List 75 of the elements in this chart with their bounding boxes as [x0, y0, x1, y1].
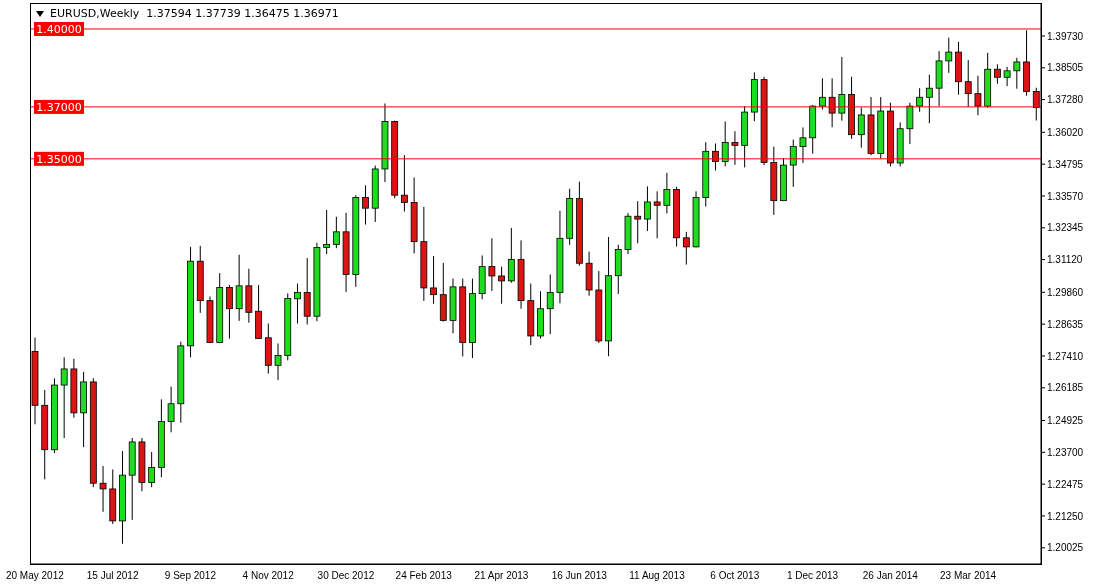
- candlestick: [488, 237, 496, 292]
- y-tick-label: 1.22475: [1047, 478, 1084, 490]
- candlestick: [99, 465, 107, 513]
- y-tick-label: 1.37280: [1047, 94, 1084, 106]
- y-tick-label: 1.26185: [1047, 382, 1084, 394]
- x-tick-label: 20 May 2012: [5, 570, 65, 582]
- candlestick: [916, 87, 924, 113]
- candlestick: [857, 106, 865, 149]
- chart-title: EURUSD,Weekly 1.37594 1.37739 1.36475 1.36971: [50, 7, 339, 20]
- y-tick-label: 1.39730: [1047, 30, 1084, 42]
- x-tick-label: 23 Mar 2014: [940, 570, 997, 582]
- candlestick: [507, 227, 515, 284]
- candlestick: [731, 130, 739, 166]
- candlestick: [819, 77, 826, 110]
- y-tick-label: 1.20025: [1047, 542, 1084, 554]
- candlestick: [925, 74, 933, 124]
- candlestick: [906, 102, 914, 145]
- x-tick-label: 11 Aug 2013: [629, 570, 686, 582]
- candlestick: [60, 356, 68, 439]
- candlestick: [644, 185, 651, 232]
- candlestick: [799, 126, 807, 164]
- candlestick: [430, 255, 437, 305]
- candlestick: [682, 231, 690, 266]
- candlestick: [294, 283, 301, 324]
- x-tick-label: 9 Sep 2012: [164, 570, 217, 582]
- candlestick: [721, 120, 729, 167]
- x-tick-label: 6 Oct 2013: [710, 570, 760, 582]
- candlestick: [653, 190, 661, 239]
- candlestick: [167, 386, 175, 433]
- candlestick: [148, 451, 156, 488]
- x-tick-label: 30 Dec 2012: [317, 570, 375, 582]
- y-tick-label: 1.34795: [1047, 158, 1084, 170]
- x-tick-label: 1 Dec 2013: [786, 570, 839, 582]
- candlestick: [498, 266, 506, 305]
- y-tick-label: 1.24925: [1047, 415, 1084, 427]
- candlestick: [401, 154, 408, 213]
- x-tick-label: 26 Jan 2014: [862, 570, 919, 582]
- candlestick: [323, 209, 331, 255]
- candlestick: [993, 63, 1001, 85]
- x-tick-label: 21 Apr 2013: [474, 570, 529, 582]
- candlestick: [838, 56, 846, 122]
- candlestick: [974, 75, 982, 116]
- candlestick: [303, 257, 311, 326]
- ref-line-label: 1.35000: [36, 152, 82, 166]
- candlestick: [828, 77, 836, 128]
- ref-line-label: 1.37000: [36, 100, 82, 114]
- candlestick: [964, 59, 972, 108]
- x-tick-label: 15 Jul 2012: [86, 570, 139, 582]
- x-tick-label: 4 Nov 2012: [242, 570, 295, 582]
- candlestick: [1003, 66, 1011, 87]
- candlestick: [546, 273, 554, 335]
- y-tick-label: 1.33570: [1047, 190, 1084, 202]
- y-tick-label: 1.38505: [1047, 62, 1084, 74]
- y-tick-label: 1.23700: [1047, 446, 1084, 458]
- ref-line-label: 1.40000: [36, 22, 82, 36]
- candlestick: [945, 37, 953, 74]
- y-tick-label: 1.29860: [1047, 286, 1084, 298]
- candlestick: [332, 216, 340, 249]
- x-tick-label: 24 Feb 2013: [395, 570, 453, 582]
- y-tick-label: 1.32345: [1047, 222, 1084, 234]
- y-tick-label: 1.27410: [1047, 350, 1084, 362]
- y-tick-label: 1.21250: [1047, 510, 1084, 522]
- y-tick-label: 1.28635: [1047, 318, 1084, 330]
- candlestick: [235, 254, 243, 322]
- x-tick-label: 16 Jun 2013: [551, 570, 608, 582]
- candlestick: [226, 284, 233, 340]
- y-tick-label: 1.36020: [1047, 126, 1084, 138]
- candlestick: [663, 172, 671, 214]
- y-tick-label: 1.31120: [1047, 254, 1083, 266]
- candlestick: [274, 343, 282, 381]
- candlestick: [1013, 57, 1021, 90]
- candlestick: [362, 184, 369, 226]
- candlestick: [634, 200, 642, 244]
- candlestick: [712, 143, 719, 172]
- candlestick: [789, 139, 797, 188]
